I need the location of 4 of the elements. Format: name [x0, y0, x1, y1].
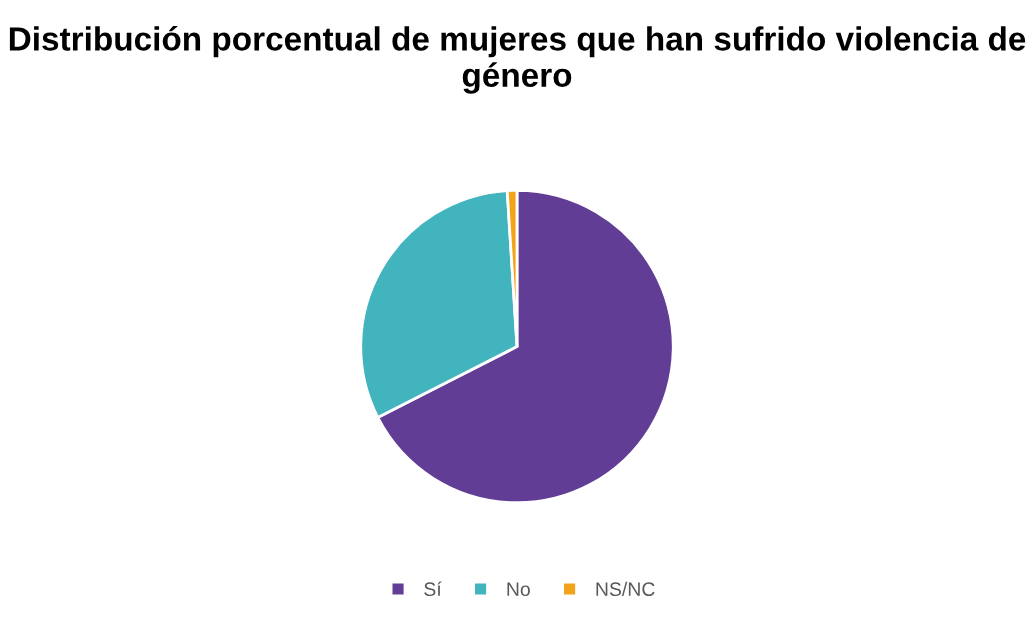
chart-title: Distribución porcentual de mujeres que han sufrido violencia de género [9, 25, 1026, 94]
legend-label: Sí [424, 581, 442, 597]
legend-label: No [507, 582, 530, 597]
legend-label: NS/NC [596, 581, 655, 597]
